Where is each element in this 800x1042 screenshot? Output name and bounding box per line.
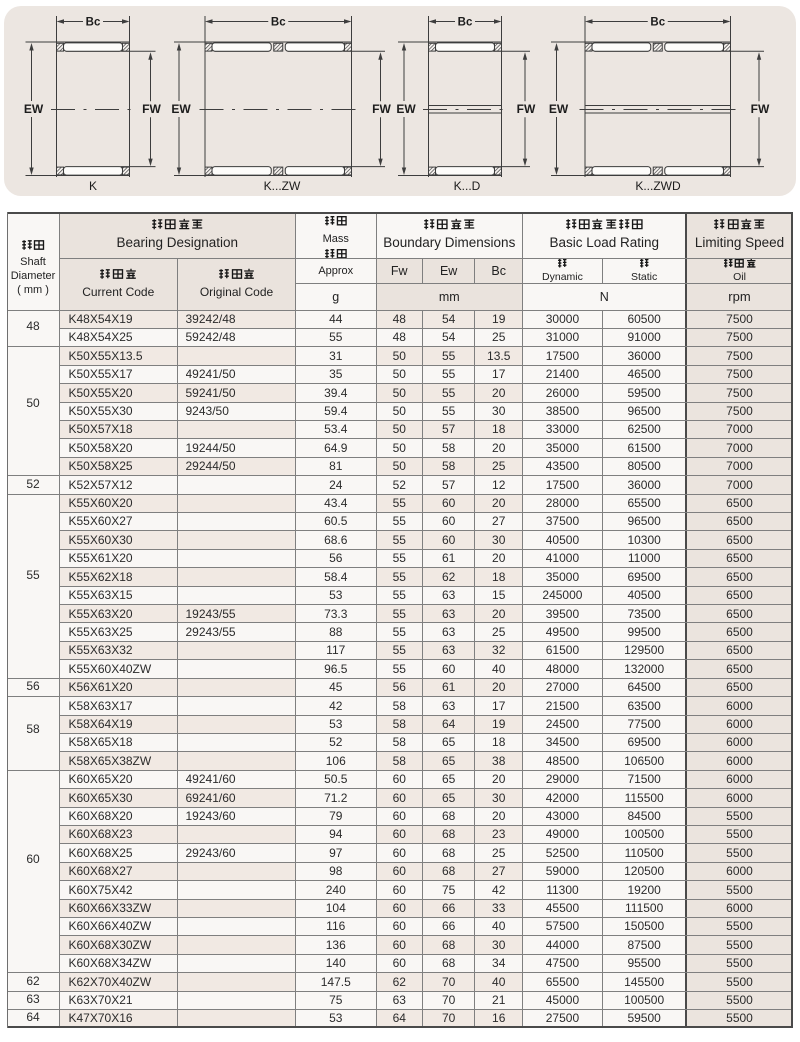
svg-text:EW: EW (396, 102, 416, 116)
svg-text:EW: EW (24, 102, 44, 116)
svg-text:FW: FW (372, 102, 391, 116)
svg-text:K: K (89, 179, 97, 193)
svg-text:FW: FW (517, 102, 536, 116)
svg-text:Bc: Bc (458, 17, 473, 29)
svg-text:K...D: K...D (454, 179, 481, 193)
svg-text:K...ZW: K...ZW (264, 179, 301, 193)
svg-text:EW: EW (171, 102, 191, 116)
svg-text:Bc: Bc (86, 17, 101, 29)
svg-text:EW: EW (549, 102, 569, 116)
svg-text:FW: FW (142, 102, 161, 116)
svg-text:Bc: Bc (650, 17, 665, 29)
svg-text:FW: FW (751, 102, 770, 116)
svg-text:K...ZWD: K...ZWD (635, 179, 681, 193)
svg-text:Bc: Bc (271, 17, 286, 29)
